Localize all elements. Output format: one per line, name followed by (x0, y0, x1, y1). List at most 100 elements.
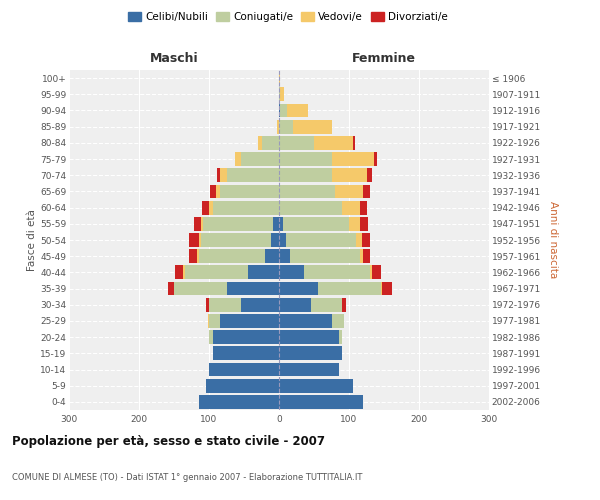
Bar (279, 233, 286, 247)
Bar (283, 217, 349, 230)
Bar (380, 282, 382, 296)
Bar (331, 152, 373, 166)
Bar (209, 298, 241, 312)
Bar (277, 120, 279, 134)
Bar (279, 104, 280, 118)
Bar (279, 217, 283, 230)
Bar (241, 298, 279, 312)
Bar (209, 362, 279, 376)
Bar (194, 217, 202, 230)
Text: Popolazione per età, sesso e stato civile - 2007: Popolazione per età, sesso e stato civil… (12, 435, 325, 448)
Bar (279, 71, 280, 85)
Bar (359, 250, 363, 263)
Text: COMUNE DI ALMESE (TO) - Dati ISTAT 1° gennaio 2007 - Elaborazione TUTTITALIA.IT: COMUNE DI ALMESE (TO) - Dati ISTAT 1° ge… (12, 472, 362, 482)
Bar (367, 168, 372, 182)
Bar (279, 330, 338, 344)
Bar (353, 136, 355, 149)
Y-axis label: Fasce di età: Fasce di età (27, 209, 37, 271)
Bar (175, 266, 183, 280)
Bar (279, 379, 353, 392)
Bar (209, 200, 212, 214)
Bar (205, 298, 209, 312)
Bar (227, 282, 279, 296)
Bar (286, 233, 356, 247)
Bar (279, 266, 304, 280)
Bar (209, 314, 220, 328)
Bar (220, 184, 279, 198)
Bar (209, 330, 212, 344)
Bar (279, 314, 331, 328)
Bar (279, 346, 342, 360)
Bar (202, 217, 203, 230)
Bar (212, 346, 279, 360)
Bar (382, 282, 392, 296)
Bar (279, 184, 335, 198)
Bar (258, 136, 262, 149)
Bar (211, 184, 216, 198)
Bar (279, 282, 317, 296)
Bar (271, 233, 279, 247)
Bar (220, 168, 227, 182)
Bar (317, 282, 380, 296)
Bar (279, 136, 314, 149)
Bar (356, 233, 362, 247)
Bar (342, 298, 346, 312)
Bar (314, 136, 353, 149)
Bar (372, 266, 380, 280)
Bar (169, 282, 174, 296)
Bar (335, 184, 363, 198)
Bar (370, 266, 372, 280)
Bar (359, 217, 368, 230)
Bar (174, 282, 227, 296)
Bar (185, 266, 248, 280)
Bar (274, 217, 279, 230)
Bar (235, 152, 241, 166)
Bar (203, 217, 274, 230)
Bar (199, 395, 279, 409)
Bar (279, 395, 363, 409)
Bar (331, 168, 367, 182)
Bar (227, 168, 279, 182)
Bar (293, 120, 331, 134)
Bar (280, 104, 287, 118)
Bar (338, 330, 342, 344)
Bar (287, 104, 308, 118)
Bar (290, 250, 359, 263)
Bar (217, 168, 220, 182)
Bar (199, 233, 200, 247)
Bar (304, 266, 370, 280)
Bar (342, 200, 359, 214)
Bar (359, 200, 367, 214)
Y-axis label: Anni di nascita: Anni di nascita (548, 202, 557, 278)
Bar (349, 217, 359, 230)
Bar (279, 200, 342, 214)
Bar (199, 250, 265, 263)
Bar (220, 314, 279, 328)
Bar (279, 120, 293, 134)
Legend: Celibi/Nubili, Coniugati/e, Vedovi/e, Divorziati/e: Celibi/Nubili, Coniugati/e, Vedovi/e, Di… (124, 8, 452, 26)
Bar (212, 330, 279, 344)
Bar (208, 314, 209, 328)
Bar (373, 152, 377, 166)
Bar (279, 168, 331, 182)
Bar (188, 233, 199, 247)
Bar (311, 298, 342, 312)
Bar (205, 379, 279, 392)
Bar (265, 250, 279, 263)
Bar (280, 88, 284, 101)
Bar (279, 152, 331, 166)
Bar (197, 250, 199, 263)
Bar (279, 88, 280, 101)
Bar (212, 200, 279, 214)
Bar (363, 250, 370, 263)
Bar (189, 250, 197, 263)
Bar (202, 200, 209, 214)
Bar (331, 314, 344, 328)
Bar (200, 233, 271, 247)
Bar (241, 152, 279, 166)
Bar (279, 298, 311, 312)
Bar (216, 184, 220, 198)
Bar (262, 136, 279, 149)
Bar (279, 362, 338, 376)
Bar (362, 233, 370, 247)
